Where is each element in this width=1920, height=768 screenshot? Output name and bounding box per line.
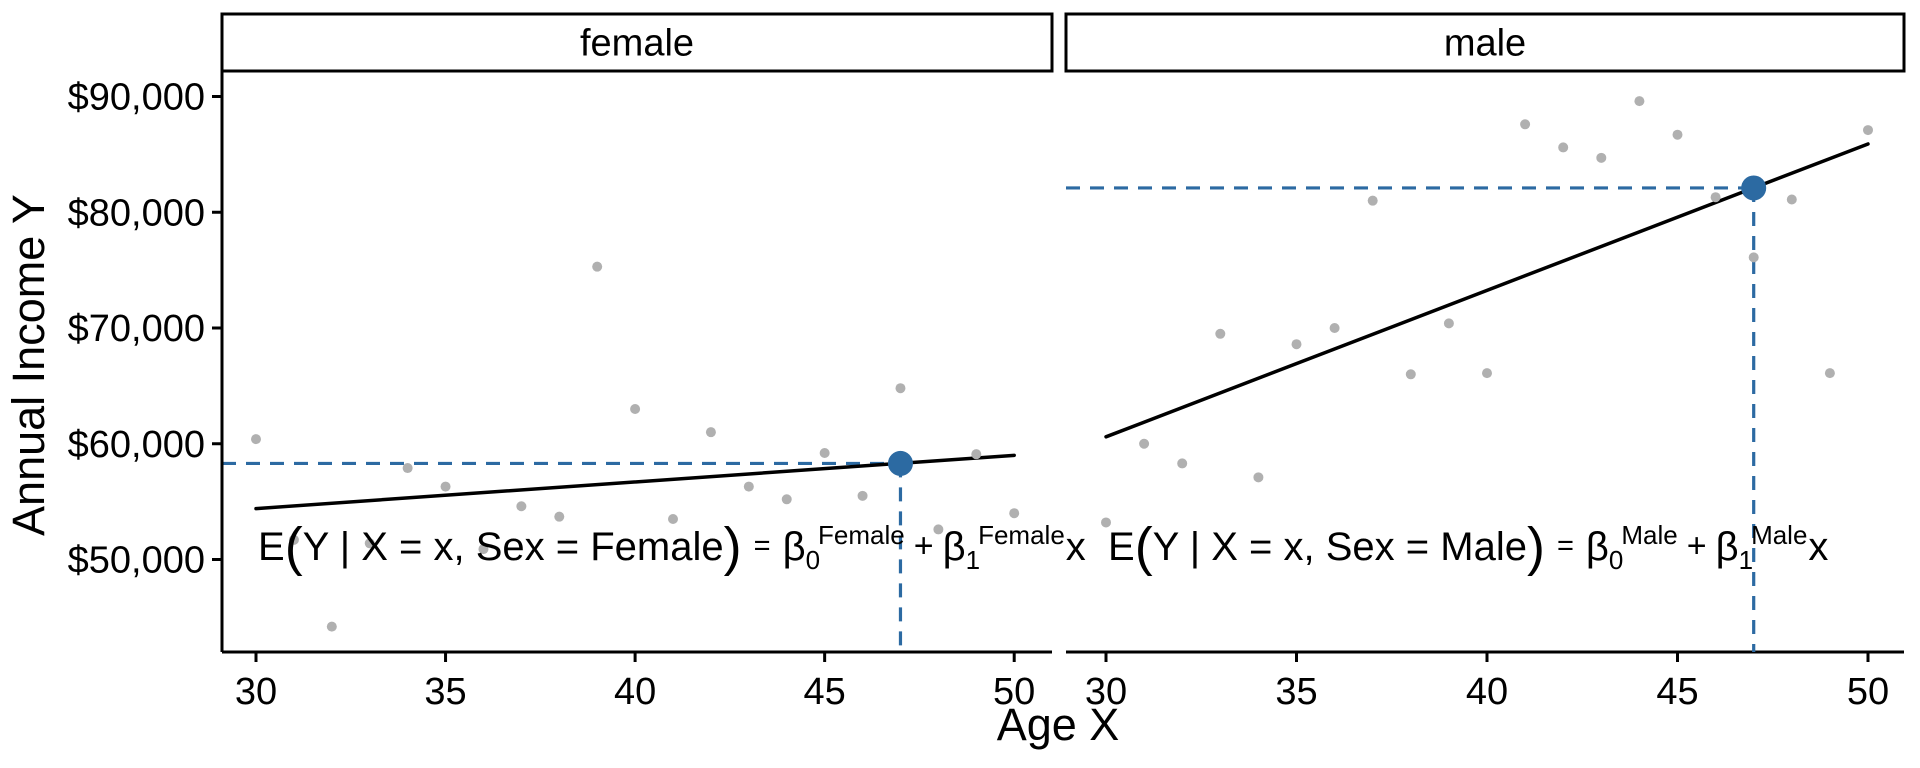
- data-point: [1863, 125, 1873, 136]
- data-point: [326, 621, 337, 632]
- data-point: [1672, 129, 1683, 140]
- y-tick-label: $80,000: [68, 192, 205, 234]
- y-tick-label: $90,000: [68, 77, 205, 119]
- data-point: [1786, 194, 1797, 205]
- data-point: [592, 261, 603, 272]
- highlight-point: [1741, 175, 1767, 201]
- facet-strip: [1064, 12, 1906, 73]
- y-tick-label: $70,000: [68, 308, 205, 350]
- data-point: [971, 449, 982, 460]
- regression-line: [254, 453, 1016, 511]
- beta1-term: β1Male: [1715, 520, 1808, 575]
- x-term: x: [1808, 525, 1829, 569]
- data-point: [819, 448, 830, 459]
- data-point: [933, 524, 944, 535]
- eq-lhs: E(Y | X = x, Sex = Female): [258, 517, 742, 577]
- data-point: [630, 404, 641, 415]
- equals-sign: =: [1556, 530, 1574, 562]
- data-point: [1748, 252, 1759, 263]
- data-point: [705, 427, 716, 438]
- eq-lhs: E(Y | X = x, Sex = Male): [1108, 517, 1545, 577]
- data-point: [1367, 195, 1378, 206]
- x-tick-label: 50: [993, 671, 1035, 713]
- data-point: [402, 463, 413, 474]
- x-tick-label: 45: [804, 671, 846, 713]
- beta1-term: β1Female: [942, 520, 1065, 575]
- x-tick-label: 35: [1275, 671, 1317, 713]
- y-axis-title: Annual Income Y: [3, 194, 54, 536]
- data-point: [781, 494, 792, 505]
- beta0-term: β0Male: [1585, 520, 1678, 575]
- data-point: [1139, 438, 1150, 449]
- equation-male: E(Y | X = x, Sex = Male) = β0Male + β1Malex: [1108, 517, 1829, 577]
- data-point: [1291, 339, 1302, 350]
- highlight-point: [887, 450, 913, 476]
- data-point: [743, 481, 754, 492]
- data-point: [1710, 192, 1721, 203]
- data-point: [857, 490, 868, 501]
- data-point: [554, 511, 565, 522]
- data-point: [1558, 142, 1569, 153]
- data-point: [668, 513, 679, 524]
- y-tick-label: $50,000: [68, 540, 205, 582]
- data-point: [1482, 368, 1492, 379]
- data-point: [1405, 369, 1416, 380]
- data-point: [1329, 323, 1340, 333]
- beta0-term: β0Female: [782, 520, 905, 575]
- data-point: [1009, 508, 1020, 519]
- x-tick-label: 40: [614, 671, 656, 713]
- data-point: [478, 544, 489, 555]
- data-point: [251, 434, 261, 445]
- x-tick-label: 45: [1656, 671, 1698, 713]
- x-tick-label: 30: [1085, 671, 1127, 713]
- facet-strip-label: female: [580, 23, 694, 65]
- regression-line: [1104, 142, 1870, 439]
- data-point: [288, 534, 299, 545]
- x-tick-label: 50: [1847, 671, 1889, 713]
- data-point: [1177, 458, 1188, 469]
- data-point: [1520, 119, 1531, 130]
- x-tick-label: 35: [424, 671, 466, 713]
- data-point: [1824, 368, 1835, 379]
- data-point: [895, 383, 906, 394]
- equation-female: E(Y | X = x, Sex = Female) = β0Female + β1Fe…: [258, 517, 1086, 577]
- data-point: [1253, 472, 1264, 483]
- plus-sign: +: [913, 527, 934, 565]
- data-point: [1443, 318, 1454, 329]
- data-point: [516, 501, 527, 512]
- data-point: [440, 481, 451, 492]
- x-axis-title: Age X: [997, 699, 1120, 750]
- facet-strip: [220, 12, 1054, 73]
- data-point: [1596, 152, 1607, 163]
- x-term: x: [1065, 525, 1086, 569]
- facet-strip-label: male: [1444, 23, 1526, 65]
- data-point: [1101, 517, 1111, 528]
- data-point: [1215, 328, 1226, 339]
- y-tick-label: $60,000: [68, 424, 205, 466]
- plus-sign: +: [1686, 527, 1707, 565]
- x-tick-label: 40: [1466, 671, 1508, 713]
- x-tick-label: 30: [235, 671, 277, 713]
- equals-sign: =: [753, 530, 771, 562]
- data-point: [1634, 96, 1645, 107]
- data-point: [364, 538, 375, 549]
